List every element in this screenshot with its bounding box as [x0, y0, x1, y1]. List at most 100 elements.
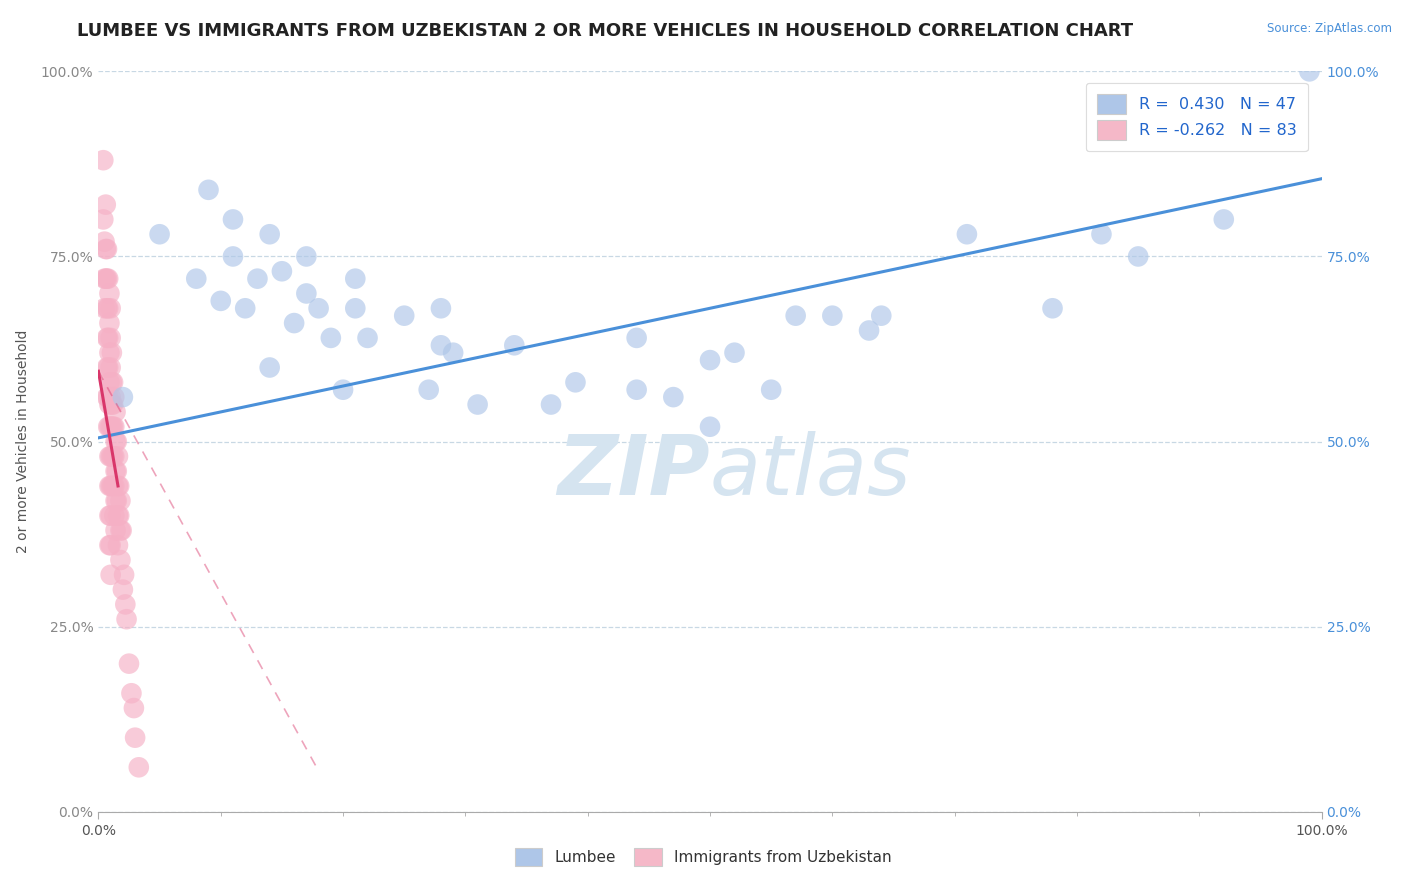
Point: [98, 376, 121, 390]
Point: [101, 479, 124, 493]
Point: [97, 360, 120, 375]
Point: [430, 301, 453, 316]
Point: [723, 345, 745, 359]
Point: [111, 390, 134, 404]
Point: [233, 301, 256, 316]
Point: [1298, 64, 1320, 78]
Point: [101, 479, 124, 493]
Point: [110, 524, 132, 538]
Point: [97, 271, 120, 285]
Point: [295, 250, 318, 264]
Point: [564, 376, 586, 390]
Point: [120, 686, 142, 700]
Point: [103, 390, 125, 404]
Point: [115, 612, 138, 626]
Point: [105, 434, 128, 449]
Point: [96, 301, 118, 316]
Point: [344, 271, 367, 285]
Point: [98, 508, 121, 523]
Point: [222, 212, 245, 227]
Point: [222, 250, 245, 264]
Point: [344, 301, 367, 316]
Point: [128, 760, 150, 774]
Point: [100, 301, 122, 316]
Point: [430, 338, 453, 352]
Point: [101, 419, 124, 434]
Point: [870, 309, 893, 323]
Point: [101, 419, 124, 434]
Point: [94, 242, 117, 256]
Point: [1212, 212, 1234, 227]
Point: [821, 309, 844, 323]
Point: [662, 390, 685, 404]
Point: [270, 264, 294, 278]
Point: [246, 271, 269, 285]
Point: [93, 301, 115, 316]
Point: [100, 450, 122, 464]
Point: [118, 657, 141, 671]
Point: [1128, 250, 1150, 264]
Point: [101, 398, 124, 412]
Point: [699, 353, 721, 368]
Point: [104, 405, 127, 419]
Point: [91, 153, 114, 168]
Point: [111, 582, 134, 597]
Point: [100, 360, 122, 375]
Point: [94, 197, 117, 211]
Point: [94, 271, 117, 285]
Point: [186, 271, 208, 285]
Point: [98, 398, 121, 412]
Point: [100, 479, 122, 493]
Point: [107, 450, 129, 464]
Point: [259, 227, 281, 242]
Point: [98, 479, 121, 493]
Point: [104, 524, 127, 538]
Point: [100, 390, 122, 404]
Point: [103, 508, 125, 523]
Point: [1042, 301, 1064, 316]
Point: [209, 293, 232, 308]
Y-axis label: 2 or more Vehicles in Household: 2 or more Vehicles in Household: [15, 330, 30, 553]
Point: [124, 731, 146, 745]
Point: [100, 419, 122, 434]
Legend: R =  0.430   N = 47, R = -0.262   N = 83: R = 0.430 N = 47, R = -0.262 N = 83: [1085, 83, 1308, 151]
Point: [97, 419, 120, 434]
Point: [96, 390, 118, 404]
Point: [98, 286, 121, 301]
Point: [110, 493, 132, 508]
Point: [104, 464, 127, 478]
Point: [103, 479, 125, 493]
Point: [467, 398, 489, 412]
Point: [105, 493, 128, 508]
Point: [107, 479, 129, 493]
Point: [103, 419, 125, 434]
Point: [100, 508, 122, 523]
Point: [785, 309, 807, 323]
Point: [93, 235, 115, 249]
Point: [101, 376, 124, 390]
Point: [96, 242, 118, 256]
Point: [97, 331, 120, 345]
Point: [101, 398, 124, 412]
Point: [149, 227, 172, 242]
Point: [93, 271, 115, 285]
Point: [98, 450, 121, 464]
Point: [259, 360, 281, 375]
Point: [283, 316, 305, 330]
Point: [97, 390, 120, 404]
Point: [308, 301, 330, 316]
Point: [108, 479, 131, 493]
Point: [295, 286, 318, 301]
Point: [110, 553, 132, 567]
Point: [319, 331, 342, 345]
Point: [1090, 227, 1112, 242]
Legend: Lumbee, Immigrants from Uzbekistan: Lumbee, Immigrants from Uzbekistan: [505, 838, 901, 875]
Point: [101, 450, 124, 464]
Point: [441, 345, 464, 359]
Point: [104, 493, 127, 508]
Point: [98, 345, 121, 359]
Point: [97, 301, 120, 316]
Point: [91, 212, 114, 227]
Point: [111, 524, 134, 538]
Point: [98, 316, 121, 330]
